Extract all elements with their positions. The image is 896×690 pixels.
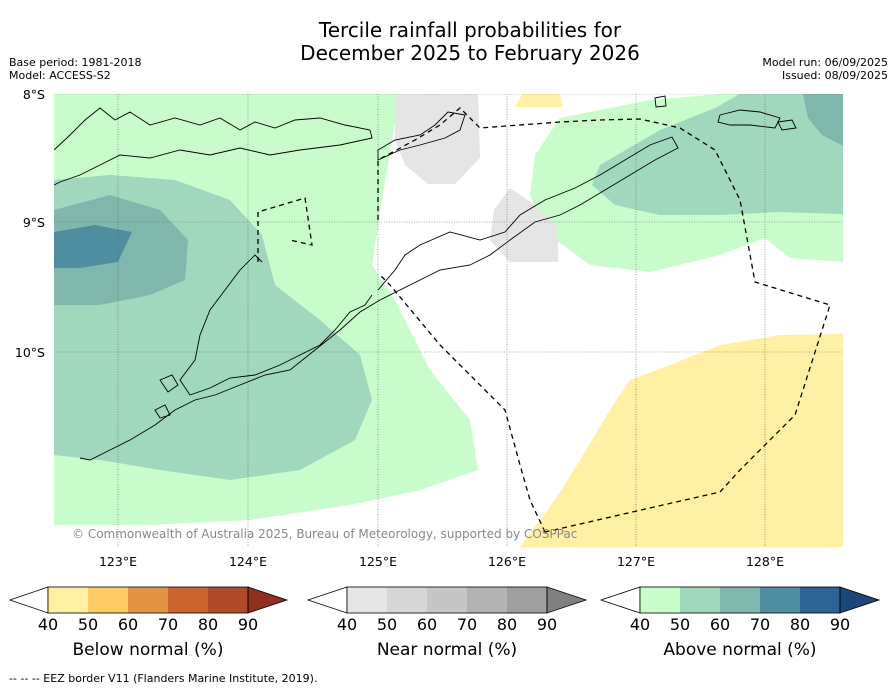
cb-below-label: Below normal (%) xyxy=(72,640,224,660)
flores-sumba-coast xyxy=(54,107,373,186)
cb-below-max-arrow xyxy=(247,586,289,614)
cb-above-tick-70: 70 xyxy=(749,615,771,634)
cb-near-tick-90: 90 xyxy=(536,615,558,634)
cb-below-tick-60: 60 xyxy=(117,615,139,634)
cb-above-bin-1 xyxy=(640,587,680,613)
cb-below-tick-40: 40 xyxy=(37,615,59,634)
below-normal-patch-southeast xyxy=(520,334,843,547)
eez-line-west xyxy=(257,197,313,262)
base-period: Base period: 1981-2018 xyxy=(9,56,142,69)
timor-coast xyxy=(79,136,679,461)
rote-island xyxy=(159,374,179,393)
title-line-2: December 2025 to February 2026 xyxy=(300,41,640,65)
issued-date: Issued: 08/09/2025 xyxy=(781,69,888,82)
eez-footnote: -- -- -- EEZ border V11 (Flanders Marine… xyxy=(9,672,318,685)
meta-left: Base period: 1981-2018 Model: ACCESS-S2 xyxy=(9,56,141,82)
timor-north-coast xyxy=(179,254,373,396)
cb-near-bin-3 xyxy=(427,587,467,613)
lon-label-126e: 126°E xyxy=(487,554,526,569)
cb-near-tick-60: 60 xyxy=(416,615,438,634)
cb-below-bin-2 xyxy=(88,587,128,613)
cb-near-bin-4 xyxy=(467,587,507,613)
cb-near-bin-5 xyxy=(507,587,547,613)
meta-right: Model run: 06/09/2025 Issued: 08/09/2025 xyxy=(762,56,888,82)
cb-near-tick-50: 50 xyxy=(376,615,398,634)
near-normal-patch-north xyxy=(395,94,480,184)
copyright-notice: © Commonwealth of Australia 2025, Bureau… xyxy=(72,527,578,541)
cb-below-tick-80: 80 xyxy=(197,615,219,634)
map-title: Tercile rainfall probabilities for Decem… xyxy=(0,19,896,65)
savu-island xyxy=(154,404,171,419)
cb-below-outline xyxy=(47,586,249,614)
cb-above-outline xyxy=(639,586,841,614)
coastlines xyxy=(54,95,797,461)
lon-label-123e: 123°E xyxy=(98,554,137,569)
tanimbar-islet xyxy=(777,119,797,131)
cb-near-bin-1 xyxy=(347,587,387,613)
colorbar-below xyxy=(8,586,289,614)
cb-above-label: Above normal (%) xyxy=(663,640,817,660)
tanimbar-islands xyxy=(717,109,781,129)
cb-above-tick-90: 90 xyxy=(829,615,851,634)
cb-near-label: Near normal (%) xyxy=(376,640,518,660)
cb-below-tick-70: 70 xyxy=(157,615,179,634)
cb-below-bin-3 xyxy=(128,587,168,613)
cb-above-tick-50: 50 xyxy=(669,615,691,634)
cb-below-tick-90: 90 xyxy=(237,615,259,634)
map-area xyxy=(54,94,843,547)
lon-label-128e: 128°E xyxy=(745,554,784,569)
cb-above-bin-2 xyxy=(680,587,720,613)
cb-above-bin-4 xyxy=(760,587,800,613)
wetar-coast xyxy=(377,111,466,161)
model-name: Model: ACCESS-S2 xyxy=(9,69,111,82)
colorbar-near xyxy=(306,586,588,614)
colorbar-above xyxy=(599,586,881,614)
cb-near-outline xyxy=(346,586,548,614)
cb-below-bin-5 xyxy=(208,587,248,613)
cb-below-min-arrow xyxy=(8,586,49,614)
eez-line-main xyxy=(377,107,831,533)
small-island-east xyxy=(654,95,667,108)
cb-above-tick-40: 40 xyxy=(629,615,651,634)
cb-near-bin-2 xyxy=(387,587,427,613)
cb-near-max-arrow xyxy=(546,586,588,614)
cb-above-max-arrow xyxy=(839,586,881,614)
gridlines xyxy=(54,94,843,547)
above-normal-70-west xyxy=(54,225,132,268)
above-normal-60-east xyxy=(803,94,843,146)
below-normal-patch-north xyxy=(515,94,563,107)
lat-label-10s: 10°S xyxy=(14,345,45,360)
cb-below-tick-50: 50 xyxy=(77,615,99,634)
model-run: Model run: 06/09/2025 xyxy=(762,56,888,69)
cb-above-bin-3 xyxy=(720,587,760,613)
cb-above-tick-80: 80 xyxy=(789,615,811,634)
lon-label-124e: 124°E xyxy=(228,554,267,569)
lat-label-8s: 8°S xyxy=(22,87,45,102)
cb-above-min-arrow xyxy=(599,586,641,614)
cb-near-tick-80: 80 xyxy=(496,615,518,634)
cb-near-tick-40: 40 xyxy=(336,615,358,634)
cb-above-bin-5 xyxy=(800,587,840,613)
eez-line-south xyxy=(379,274,546,533)
lon-label-125e: 125°E xyxy=(358,554,397,569)
lat-label-9s: 9°S xyxy=(22,215,45,230)
cb-below-bin-4 xyxy=(168,587,208,613)
cb-below-bin-1 xyxy=(48,587,88,613)
title-line-1: Tercile rainfall probabilities for xyxy=(318,18,622,42)
cb-near-tick-70: 70 xyxy=(456,615,478,634)
cb-near-min-arrow xyxy=(306,586,348,614)
eez-border xyxy=(257,107,831,533)
cb-above-tick-60: 60 xyxy=(709,615,731,634)
lon-label-127e: 127°E xyxy=(616,554,655,569)
